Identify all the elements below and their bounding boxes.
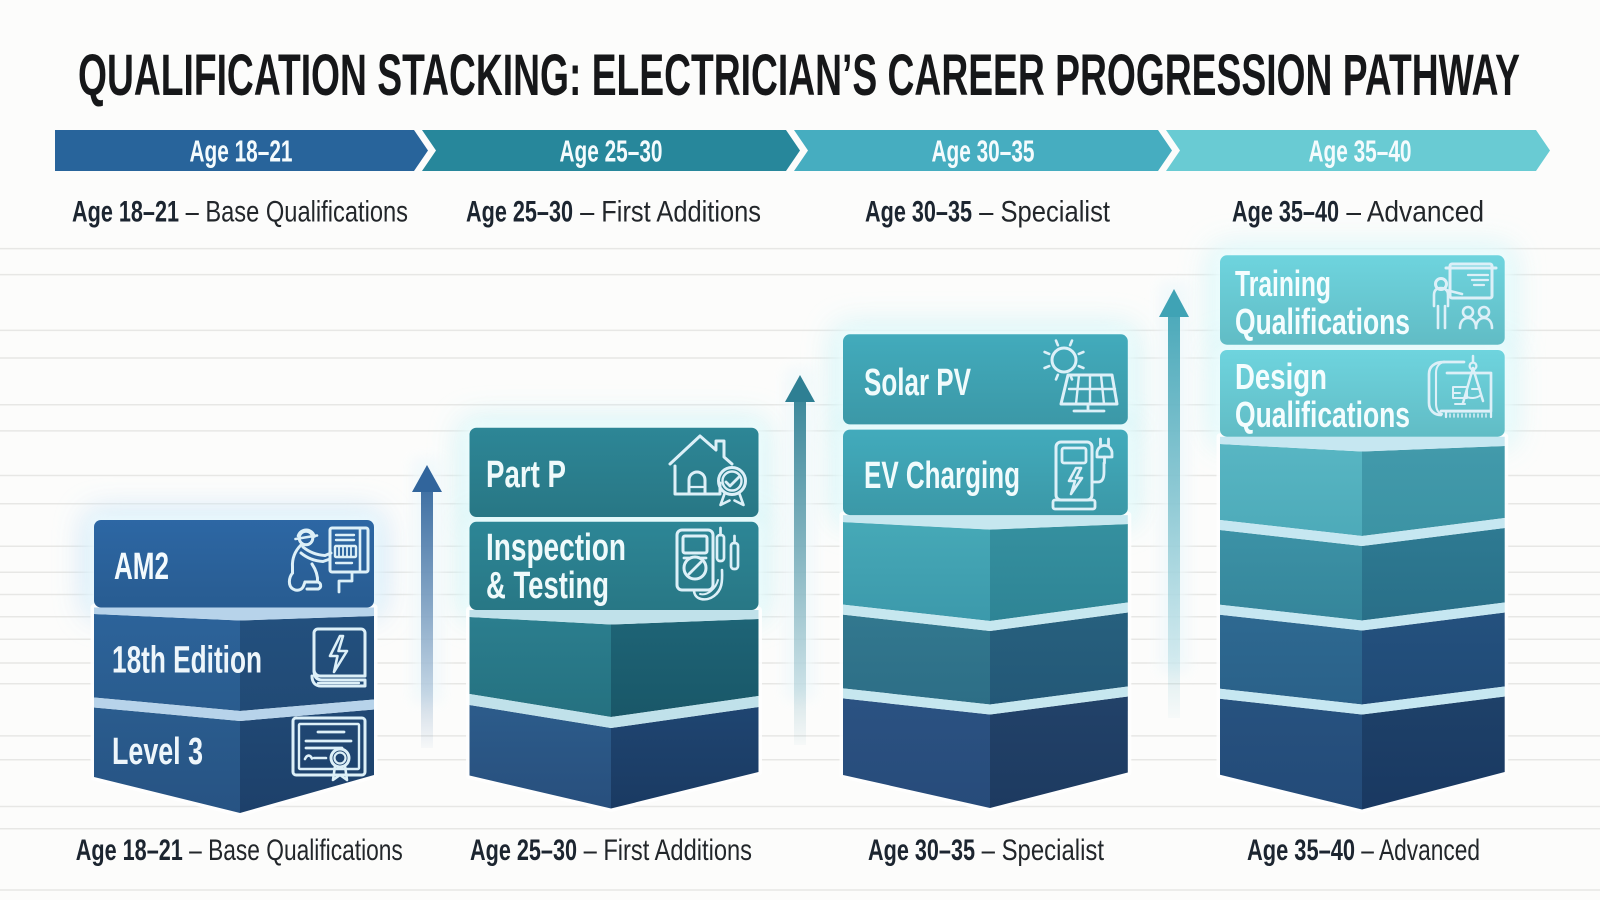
svg-text:– Base Qualifications: – Base Qualifications <box>179 196 408 229</box>
svg-text:AM2: AM2 <box>114 546 169 588</box>
svg-text:QUALIFICATION STACKING: ELECTR: QUALIFICATION STACKING: ELECTRICIAN’S CA… <box>78 43 1520 108</box>
svg-text:Age 18–21: Age 18–21 <box>76 834 183 867</box>
svg-text:& Testing: & Testing <box>486 565 609 607</box>
svg-text:Age 25–30: Age 25–30 <box>470 834 577 867</box>
svg-text:– First Additions: – First Additions <box>577 834 752 867</box>
svg-text:Training: Training <box>1235 263 1331 304</box>
svg-text:– Advanced: – Advanced <box>1339 196 1484 229</box>
svg-text:Qualifications: Qualifications <box>1235 301 1410 342</box>
svg-text:Age 18–21: Age 18–21 <box>72 196 179 229</box>
svg-text:– Base Qualifications: – Base Qualifications <box>183 834 403 867</box>
svg-text:EV Charging: EV Charging <box>864 455 1020 497</box>
svg-text:Age 30–35: Age 30–35 <box>868 834 975 867</box>
svg-text:Inspection: Inspection <box>486 527 626 569</box>
svg-text:Age 30–35: Age 30–35 <box>932 134 1035 169</box>
svg-text:– Specialist: – Specialist <box>972 196 1111 229</box>
svg-text:18th Edition: 18th Edition <box>112 640 262 682</box>
svg-text:Solar PV: Solar PV <box>864 362 971 404</box>
svg-text:Age 25–30: Age 25–30 <box>560 134 663 169</box>
svg-text:Level 3: Level 3 <box>112 731 203 773</box>
svg-text:– First Additions: – First Additions <box>573 196 761 229</box>
svg-text:Age 30–35: Age 30–35 <box>865 196 972 229</box>
svg-text:– Specialist: – Specialist <box>975 834 1105 867</box>
svg-text:Part P: Part P <box>486 454 566 496</box>
svg-text:Age 35–40: Age 35–40 <box>1309 134 1412 169</box>
svg-text:Qualifications: Qualifications <box>1235 394 1410 435</box>
svg-text:Age 35–40: Age 35–40 <box>1232 196 1339 229</box>
svg-text:Age 18–21: Age 18–21 <box>190 134 293 169</box>
svg-text:Design: Design <box>1235 356 1327 397</box>
svg-text:– Advanced: – Advanced <box>1355 834 1480 867</box>
svg-text:Age 35–40: Age 35–40 <box>1247 834 1355 867</box>
svg-text:Age 25–30: Age 25–30 <box>466 196 573 229</box>
